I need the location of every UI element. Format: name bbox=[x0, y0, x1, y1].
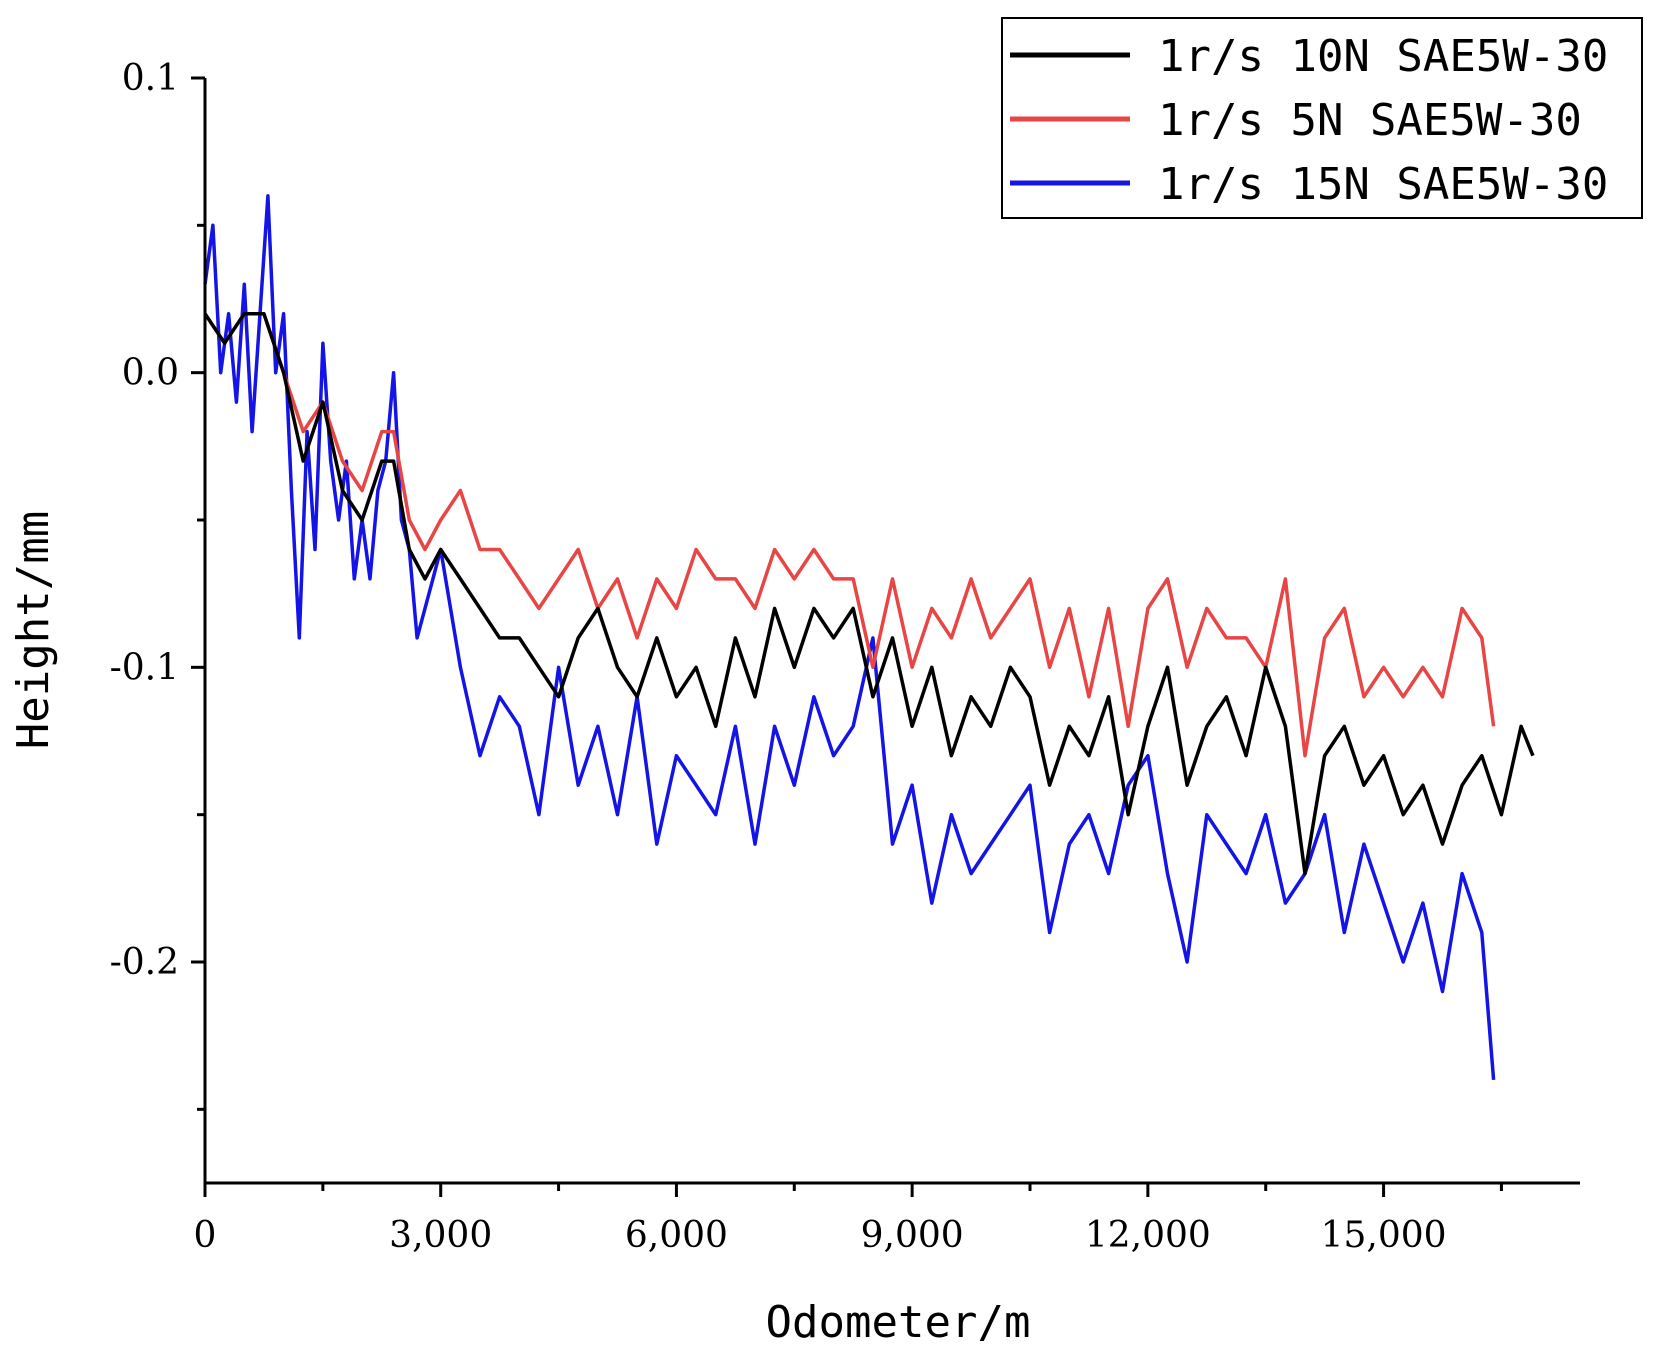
y-tick-label: -0.1 bbox=[110, 647, 179, 688]
series-line-1 bbox=[203, 311, 1535, 876]
series-layer bbox=[203, 194, 1535, 1081]
legend-label: 1r/s 10N SAE5W-30 bbox=[1158, 31, 1608, 82]
y-tick-label: 0.1 bbox=[122, 58, 179, 99]
x-tick-label: 9,000 bbox=[861, 1215, 964, 1256]
x-tick-label: 6,000 bbox=[625, 1215, 728, 1256]
legend-items: 1r/s 10N SAE5W-30 1r/s 5N SAE5W-30 1r/s 15… bbox=[1010, 31, 1608, 210]
series-line-2 bbox=[203, 311, 1496, 758]
x-tick-label: 15,000 bbox=[1321, 1215, 1447, 1256]
tick-labels: 0 3,000 6,000 9,000 12,000 15,000 0.1 0.0 -0.1 -0… bbox=[110, 58, 1447, 1256]
legend: 1r/s 10N SAE5W-30 1r/s 5N SAE5W-30 1r/s 15… bbox=[1001, 17, 1643, 219]
x-tick-label: 3,000 bbox=[389, 1215, 492, 1256]
x-tick-label: 12,000 bbox=[1085, 1215, 1211, 1256]
x-axis-title: Odometer/m bbox=[766, 1297, 1031, 1348]
y-tick-label: 0.0 bbox=[122, 353, 179, 394]
legend-label: 1r/s 5N SAE5W-30 bbox=[1158, 95, 1582, 146]
x-tick-label: 0 bbox=[194, 1215, 217, 1256]
axes-layer bbox=[191, 76, 1580, 1197]
y-axis-title: Height/mm bbox=[8, 511, 59, 749]
series-line-3 bbox=[203, 194, 1496, 1081]
legend-label: 1r/s 15N SAE5W-30 bbox=[1158, 159, 1608, 210]
y-tick-label: -0.2 bbox=[110, 942, 179, 983]
